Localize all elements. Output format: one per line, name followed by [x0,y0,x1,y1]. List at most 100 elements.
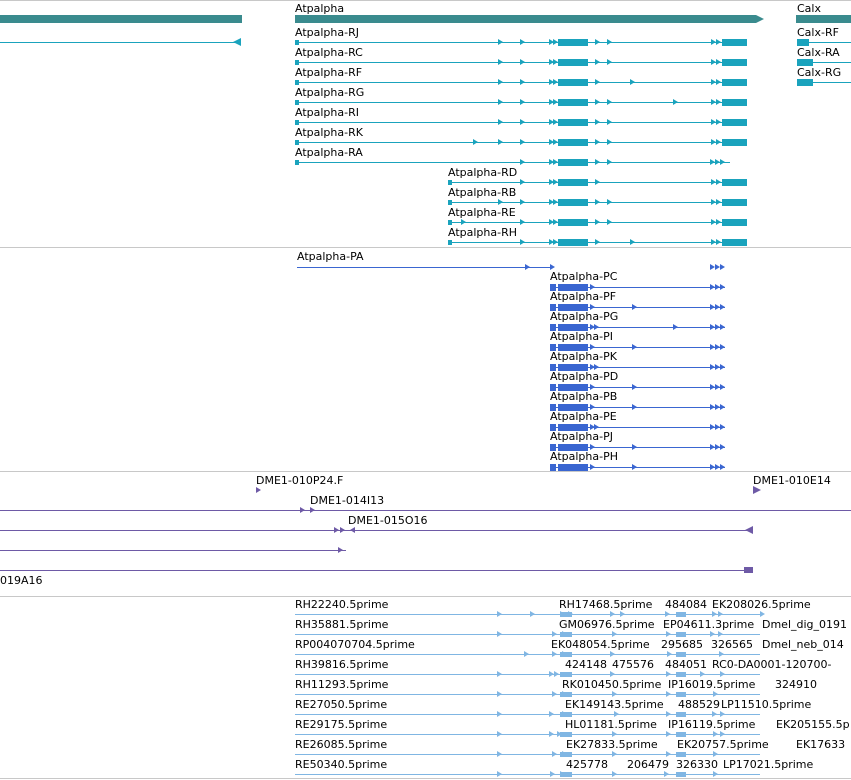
exon-block [676,672,686,677]
strand-arrow [595,59,600,65]
clone-label[interactable]: DME1-010E14 [753,474,831,487]
est-label[interactable]: 326330 [676,758,718,771]
est-label[interactable]: EK208026.5prime [712,598,811,611]
est-label[interactable]: IP16119.5prime [668,718,756,731]
strand-arrow [595,39,600,45]
protein-label[interactable]: Atpalpha-PK [550,350,617,363]
strand-arrow [497,751,502,757]
est-label[interactable]: 475576 [612,658,654,671]
protein-label[interactable]: Atpalpha-PE [550,410,617,423]
gene-label-atpalpha[interactable]: Atpalpha [295,2,345,15]
strand-arrow [710,364,715,370]
strand-arrow [716,239,721,245]
gene-bar [796,15,851,23]
strand-arrow [553,159,558,165]
est-label[interactable]: RH39816.5prime [295,658,389,671]
protein-label[interactable]: Atpalpha-PD [550,370,619,383]
protein-label[interactable]: Atpalpha-PG [550,310,619,323]
est-label[interactable]: RE26085.5prime [295,738,388,751]
est-label[interactable]: RE27050.5prime [295,698,388,711]
transcript-label[interactable]: Atpalpha-RH [448,226,518,239]
est-label[interactable]: EK20757.5prime [677,738,769,751]
protein-label[interactable]: Atpalpha-PF [550,290,617,303]
est-label[interactable]: RK010450.5prime [562,678,662,691]
est-label[interactable]: 484051 [665,658,707,671]
transcript-label[interactable]: Calx-RA [797,46,840,59]
transcript-label[interactable]: Atpalpha-RI [295,106,359,119]
strand-arrow [590,284,595,290]
transcript-label[interactable]: Atpalpha-RE [448,206,516,219]
est-label[interactable]: RH35881.5prime [295,618,389,631]
est-label[interactable]: 488529 [678,698,720,711]
transcript-label[interactable]: Calx-RF [797,26,839,39]
est-label[interactable]: RP004070704.5prime [295,638,415,651]
gene-bar [295,15,756,23]
est-label[interactable]: EP04611.3prime [663,618,755,631]
clone-label[interactable]: DME1-010P24.F [256,474,344,487]
est-label[interactable]: RH17468.5prime [559,598,653,611]
strand-arrow [664,771,669,777]
strand-arrow [745,526,753,534]
est-label[interactable]: IP16019.5prime [668,678,756,691]
transcript-label[interactable]: Atpalpha-RG [295,86,365,99]
est-label[interactable]: 206479 [627,758,669,771]
exon-block [676,772,686,777]
est-label[interactable]: EK048054.5prime [551,638,650,651]
est-label[interactable]: EK17633 [796,738,846,751]
est-label[interactable]: 484084 [665,598,707,611]
est-label[interactable]: 326565 [711,638,753,651]
strand-arrow [310,507,315,513]
strand-arrow [666,691,671,697]
strand-arrow [553,199,558,205]
exon-block [722,99,747,106]
est-label[interactable]: EK205155.5p [776,718,850,731]
transcript-label[interactable]: Atpalpha-RD [448,166,518,179]
strand-arrow [720,159,725,165]
est-label[interactable]: 424148 [565,658,607,671]
est-label[interactable]: Dmel_neb_014 [762,638,844,651]
protein-label[interactable]: Atpalpha-PA [297,250,364,263]
est-label[interactable]: RH11293.5prime [295,678,389,691]
transcript-label[interactable]: Atpalpha-RC [295,46,363,59]
est-label[interactable]: RH22240.5prime [295,598,389,611]
protein-label[interactable]: Atpalpha-PC [550,270,618,283]
est-label[interactable]: EK27833.5prime [566,738,658,751]
transcript-label[interactable]: Atpalpha-RK [295,126,363,139]
transcript-label[interactable]: Atpalpha-RA [295,146,363,159]
transcript-label[interactable]: Atpalpha-RJ [295,26,359,39]
clone-label[interactable]: 019A16 [0,574,43,587]
clone-label[interactable]: DME1-014I13 [310,494,385,507]
transcript-label[interactable]: Atpalpha-RF [295,66,363,79]
est-label[interactable]: RC0-DA0001-120700- [712,658,832,671]
exon-block [550,464,556,471]
strand-arrow [553,79,558,85]
est-label[interactable]: LP11510.5prime [721,698,812,711]
est-label[interactable]: LP17021.5prime [723,758,814,771]
est-label[interactable]: RE29175.5prime [295,718,388,731]
est-label[interactable]: HL01181.5prime [565,718,657,731]
protein-label[interactable]: Atpalpha-PJ [550,430,613,443]
protein-label[interactable]: Atpalpha-PH [550,450,618,463]
est-label[interactable]: Dmel_dig_0191 [762,618,848,631]
strand-arrow [715,344,720,350]
exon-block [550,424,556,431]
est-label[interactable]: 425778 [566,758,608,771]
transcript-label[interactable]: Atpalpha-RB [448,186,517,199]
strand-arrow [715,384,720,390]
transcript-label[interactable]: Calx-RG [797,66,842,79]
est-label[interactable]: GM06976.5prime [559,618,655,631]
clone-label[interactable]: DME1-015O16 [348,514,428,527]
exon-block [558,284,588,291]
strand-arrow [718,631,723,637]
protein-label[interactable]: Atpalpha-PI [550,330,613,343]
est-label[interactable]: 295685 [661,638,703,651]
strand-arrow [667,651,672,657]
est-label[interactable]: EK149143.5prime [565,698,664,711]
gene-label-calx[interactable]: Calx [797,2,821,15]
protein-label[interactable]: Atpalpha-PB [550,390,618,403]
exon-block [560,652,572,657]
est-label[interactable]: 324910 [775,678,817,691]
strand-arrow [590,404,595,410]
est-label[interactable]: RE50340.5prime [295,758,388,771]
